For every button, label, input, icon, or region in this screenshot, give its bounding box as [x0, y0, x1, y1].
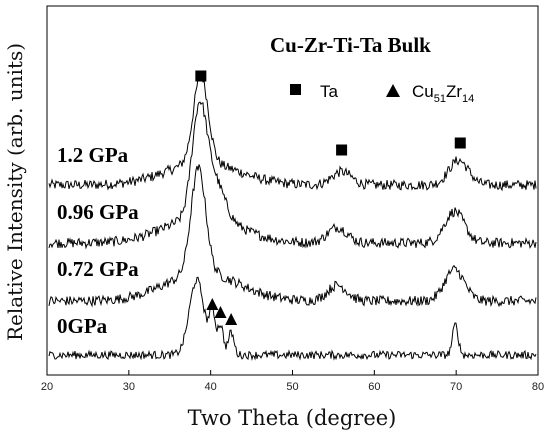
x-tick-label-80: 80: [532, 381, 544, 393]
ta-peak-marker: [454, 137, 466, 149]
ta-peak-marker: [195, 70, 207, 82]
series-line-0gpa: [48, 276, 537, 361]
series-label-0-72-gpa: 0.72 GPa: [57, 257, 139, 281]
series-line-0-96-gpa: [48, 101, 537, 250]
x-axis-label: Two Theta (degree): [188, 406, 397, 430]
x-tick-label-70: 70: [450, 381, 462, 393]
legend-sub-51: 51: [434, 93, 446, 105]
legend-ta-label: Ta: [320, 82, 339, 101]
legend: Ta Cu51Zr14: [290, 82, 474, 105]
legend-cu51zr14-marker: [386, 84, 400, 97]
x-axis-ticks: 20 30 40 50 60 70 80: [41, 370, 544, 393]
cu51zr14-peak-marker: [206, 298, 219, 310]
y-axis-label: Relative Intensity (arb. units): [3, 43, 27, 341]
series-line-0-72-gpa: [48, 164, 537, 308]
x-tick-label-30: 30: [123, 381, 135, 393]
legend-zr-text: Zr: [446, 82, 462, 101]
series-layer: [48, 73, 537, 361]
x-tick-label-50: 50: [286, 381, 298, 393]
cu51zr14-peak-marker: [214, 306, 227, 318]
cu51zr14-peak-marker: [225, 313, 238, 325]
series-label-0-96-gpa: 0.96 GPa: [57, 200, 139, 224]
phase-markers: [195, 70, 466, 325]
legend-cu51zr14-label: Cu51Zr14: [412, 82, 474, 105]
series-label-1-2-gpa: 1.2 GPa: [57, 143, 129, 167]
series-line-1-2-gpa: [48, 73, 537, 192]
legend-cu-text: Cu: [412, 82, 434, 101]
ta-peak-marker: [336, 144, 348, 156]
chart-title: Cu-Zr-Ti-Ta Bulk: [270, 33, 431, 57]
legend-sub-14: 14: [462, 93, 474, 105]
series-label-0gpa: 0GPa: [57, 314, 108, 338]
plot-area-frame: [46, 5, 539, 376]
legend-ta-marker: [290, 84, 301, 95]
x-tick-label-20: 20: [41, 381, 53, 393]
x-tick-label-60: 60: [368, 381, 380, 393]
x-tick-label-40: 40: [205, 381, 217, 393]
